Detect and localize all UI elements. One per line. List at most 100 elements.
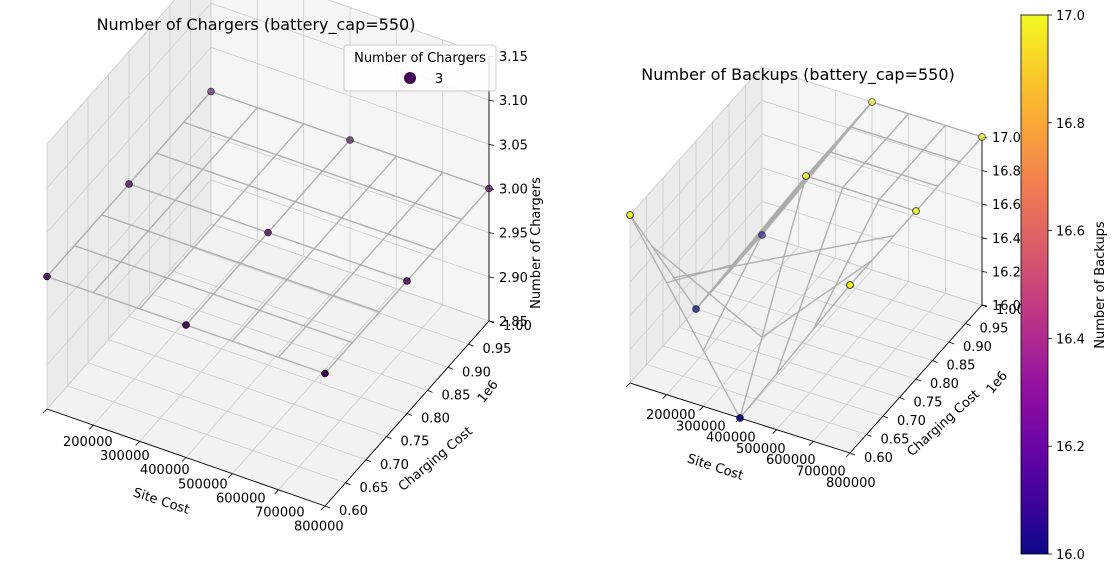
data-point xyxy=(182,321,190,329)
z-tick xyxy=(981,237,988,240)
z-tick-label: 16.4 xyxy=(992,232,1021,247)
y-tick xyxy=(915,378,922,382)
y-tick xyxy=(965,323,971,326)
colorbar-tick-label: 16.2 xyxy=(1056,440,1085,455)
y-tick-label: 0.90 xyxy=(462,365,491,380)
y-tick-label: 0.60 xyxy=(864,451,893,466)
x-tick xyxy=(699,406,704,411)
data-point xyxy=(846,281,854,289)
x-tick-label: 600000 xyxy=(216,491,266,506)
data-point xyxy=(692,305,700,313)
z-tick xyxy=(488,276,495,279)
z-tick xyxy=(981,271,988,273)
x-tick-label: 300000 xyxy=(100,449,150,464)
data-point xyxy=(321,369,329,378)
z-tick-label: 16.2 xyxy=(992,265,1021,280)
chart-title-2: Number of Backups (battery_cap=550) xyxy=(641,65,955,85)
y-tick-label: 0.60 xyxy=(339,504,368,519)
axes-3d-1: 2000003000004000005000006000007000008000… xyxy=(42,0,532,535)
x-tick-label: 200000 xyxy=(646,408,696,423)
z-tick-label: 17.0 xyxy=(992,131,1021,146)
z-tick-label: 3.10 xyxy=(499,94,528,109)
x-tick-label: 800000 xyxy=(294,520,344,535)
y-tick xyxy=(447,366,454,370)
x-tick-label: 700000 xyxy=(255,506,305,521)
colorbar-label: Number of Backups xyxy=(1093,221,1108,349)
scatter-points xyxy=(626,98,986,422)
z-tick-label: 3.00 xyxy=(499,183,528,198)
x-tick xyxy=(772,429,777,434)
z-tick-label: 16.6 xyxy=(992,198,1021,213)
x-tick-label: 200000 xyxy=(63,435,113,450)
z-tick xyxy=(488,232,495,235)
data-point xyxy=(802,172,810,180)
z-tick-label: 16.0 xyxy=(992,299,1021,314)
colorbar: 16.0 16.2 16.4 16.6 16.8 17.0 Number of Backup… xyxy=(1020,9,1108,563)
data-point xyxy=(125,180,133,188)
chart-title-1: Number of Chargers (battery_cap=550) xyxy=(97,15,416,35)
scatter-points xyxy=(43,87,493,378)
x-tick xyxy=(228,473,233,478)
z-tick xyxy=(488,320,495,323)
x-tick xyxy=(625,382,631,388)
x-tick xyxy=(89,424,94,430)
data-point xyxy=(758,231,766,239)
y-tick xyxy=(849,452,856,456)
colorbar-tick-label: 17.0 xyxy=(1056,9,1085,24)
y-tick xyxy=(324,505,331,509)
y-tick-label: 0.95 xyxy=(980,322,1009,337)
y-tick-label: 0.70 xyxy=(380,458,409,473)
y-tick-label: 0.85 xyxy=(947,359,976,374)
y-tick xyxy=(406,413,413,416)
y-tick xyxy=(345,482,351,486)
legend: Number of Chargers 3 xyxy=(343,44,497,92)
x-tick xyxy=(845,452,851,458)
z-tick xyxy=(981,170,988,172)
data-point xyxy=(485,184,493,193)
z-tick-label: 2.85 xyxy=(499,315,528,330)
x-tick xyxy=(135,441,140,446)
data-point xyxy=(912,207,920,215)
z-tick-label: 3.15 xyxy=(499,50,528,65)
y-tick xyxy=(948,341,955,345)
z-tick-label: 16.8 xyxy=(992,165,1021,180)
x-tick xyxy=(320,505,326,511)
y-tick-label: 0.75 xyxy=(401,435,430,450)
pane-edge xyxy=(46,0,490,145)
y-tick xyxy=(899,397,905,400)
data-point xyxy=(207,87,215,96)
data-point xyxy=(868,98,876,106)
y-tick xyxy=(365,459,372,463)
legend-title: Number of Chargers xyxy=(354,51,486,66)
colorbar-tick-label: 16.0 xyxy=(1056,548,1085,563)
colorbar-tick-label: 16.6 xyxy=(1056,225,1085,240)
colorbar-tick-label: 16.8 xyxy=(1056,117,1085,132)
x-tick xyxy=(662,394,667,399)
data-point xyxy=(978,133,986,141)
wireframe-line xyxy=(739,125,961,261)
z-tick-label: 2.90 xyxy=(499,271,528,286)
z-tick xyxy=(981,304,988,307)
x-tick-label: 300000 xyxy=(676,419,726,434)
x-tick-label: 400000 xyxy=(140,463,190,478)
y-tick-label: 1.00 xyxy=(996,303,1025,318)
axes-3d-2: 2000003000004000005000006000007000008000… xyxy=(625,66,1025,491)
wireframe-line xyxy=(183,121,462,220)
z-tick xyxy=(488,99,495,102)
y-tick-label: 1.00 xyxy=(503,319,532,334)
data-point xyxy=(43,272,51,281)
y-tick xyxy=(427,390,433,393)
x-tick xyxy=(42,408,48,414)
y-tick-label: 0.75 xyxy=(914,396,943,411)
z-tick xyxy=(981,203,988,206)
data-point xyxy=(626,211,634,219)
y-tick-label: 0.70 xyxy=(897,414,926,429)
x-tick-label: 500000 xyxy=(736,442,786,457)
colorbar-tick-label: 16.4 xyxy=(1056,332,1085,347)
z-axis-label-1: Number of Chargers xyxy=(529,177,544,309)
y-tick-label: 0.90 xyxy=(963,340,992,355)
x-tick-label: 400000 xyxy=(706,431,756,446)
z-tick xyxy=(488,143,495,146)
x-tick-label: 700000 xyxy=(796,465,846,480)
z-tick-label: 2.95 xyxy=(499,227,528,242)
